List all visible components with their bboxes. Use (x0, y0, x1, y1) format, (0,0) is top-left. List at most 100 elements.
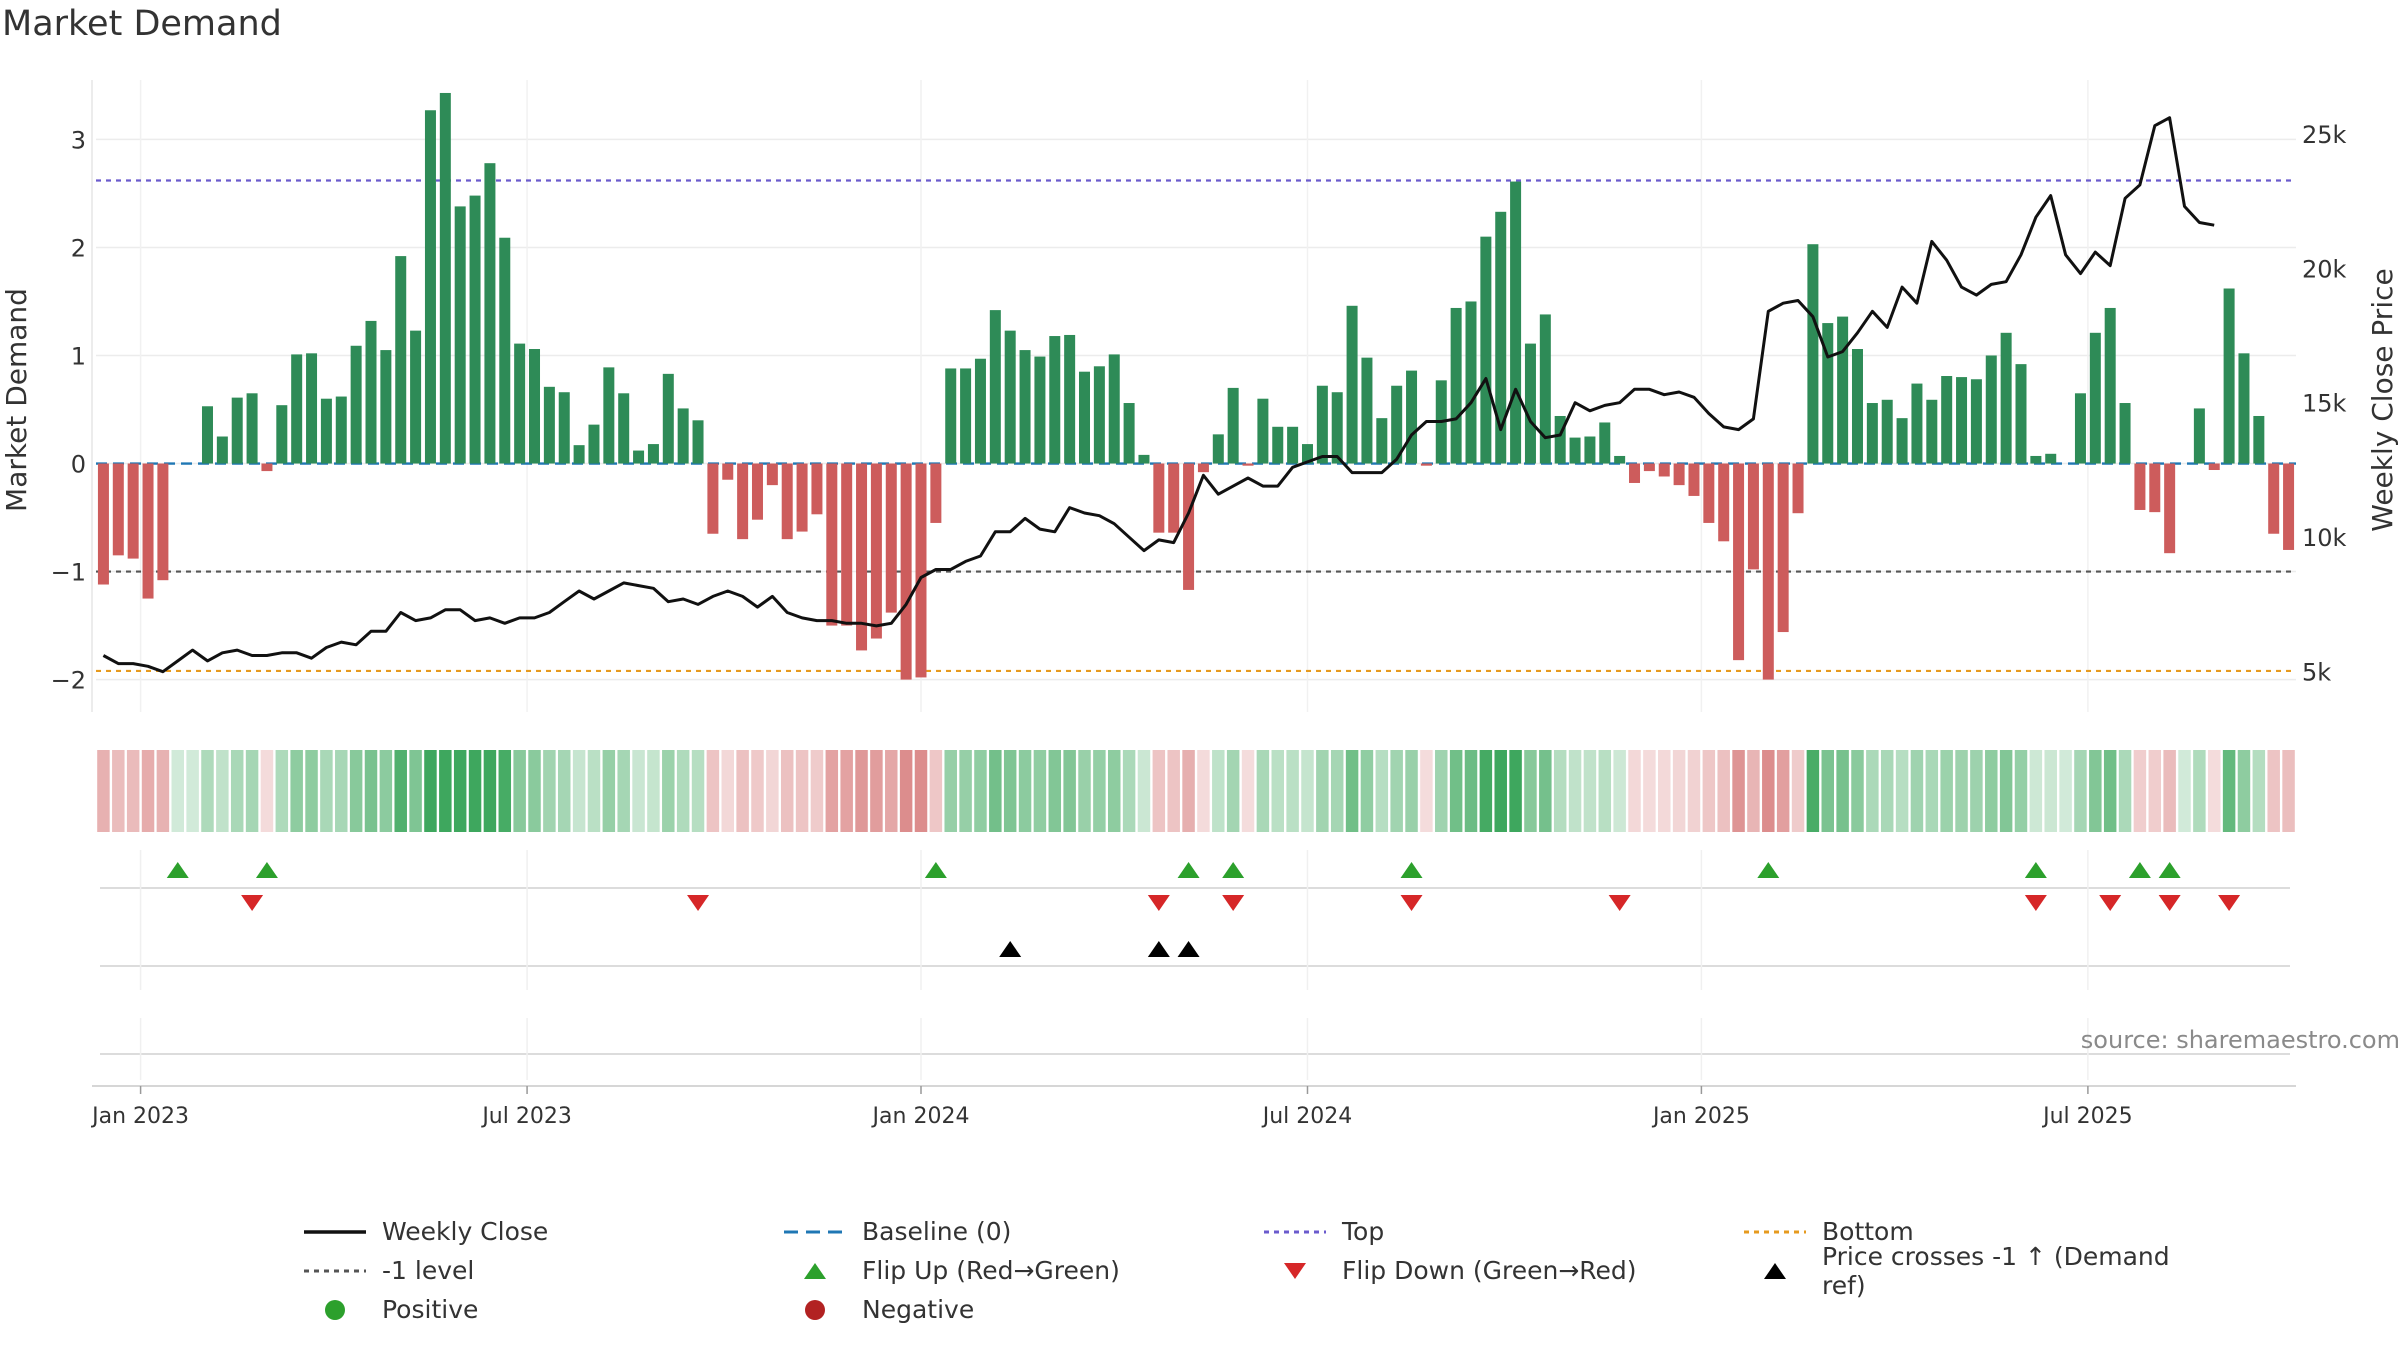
demand-bar-positive (1064, 334, 1076, 464)
demand-bar-positive (1956, 377, 1968, 464)
flip-up-marker (1757, 862, 1780, 878)
heat-cell (513, 750, 526, 832)
demand-bar-negative (781, 463, 793, 540)
legend-symbol-triangle-up (1764, 1262, 1786, 1279)
legend-symbol-triangle-down (1284, 1262, 1306, 1279)
heat-cell (810, 750, 824, 832)
heat-cell (1598, 750, 1612, 832)
legend-row: Positive Negative (300, 1290, 2250, 1329)
heat-cell (1895, 750, 1909, 832)
demand-bar-positive (1896, 418, 1908, 464)
price-cross-marker (1147, 941, 1170, 957)
heat-cell (1360, 750, 1374, 832)
heat-cell (171, 750, 184, 832)
demand-bar-positive (231, 397, 243, 464)
heat-cell (1093, 750, 1106, 832)
demand-bar-positive (1985, 355, 1997, 464)
heat-cell (1435, 750, 1448, 832)
demand-bar-positive (1926, 399, 1938, 464)
demand-bar-positive (306, 353, 318, 464)
heat-cell (899, 750, 913, 832)
demand-bar-negative (930, 463, 942, 523)
demand-bar-negative (826, 463, 838, 626)
demand-bar-positive (1376, 418, 1388, 464)
demand-bar-positive (2030, 455, 2042, 464)
legend-label: Negative (862, 1295, 975, 1324)
demand-bar-positive (1227, 387, 1239, 464)
heat-cell (1658, 750, 1671, 832)
heat-cell (1494, 750, 1507, 832)
heat-cell (840, 750, 853, 832)
heat-cell (558, 750, 571, 832)
heat-cell (1316, 750, 1329, 832)
heat-cell (795, 750, 809, 832)
heat-cell (2148, 750, 2162, 832)
y-tick-label: −1 (51, 559, 86, 587)
legend-item: Weekly Close (300, 1217, 780, 1246)
heat-cell (409, 750, 422, 832)
demand-bar-negative (1168, 463, 1180, 533)
demand-bar-positive (692, 420, 704, 464)
demand-bar-negative (261, 463, 273, 472)
heat-cell (1152, 750, 1166, 832)
demand-bar-positive (395, 256, 407, 464)
heat-cell (1791, 750, 1805, 832)
demand-bar-negative (112, 463, 124, 556)
demand-bar-negative (1762, 463, 1774, 680)
heat-cell (379, 750, 393, 832)
demand-bar-positive (1079, 371, 1091, 464)
demand-bar-positive (410, 330, 422, 464)
demand-bar-negative (1242, 463, 1254, 466)
heat-cell (349, 750, 363, 832)
legend-row: -1 level Flip Up (Red→Green) Flip Down (Gr… (300, 1242, 2250, 1300)
flip-down-marker (1608, 895, 1631, 911)
demand-bar-positive (945, 368, 957, 464)
heat-cell (2252, 750, 2266, 832)
heat-cell (320, 750, 333, 832)
heat-cell (1449, 750, 1463, 832)
price-cross-marker (999, 941, 1022, 957)
y-tick-label: −2 (51, 667, 86, 695)
heat-cell (691, 750, 705, 832)
demand-bar-positive (320, 398, 332, 464)
demand-bar-negative (900, 463, 912, 680)
heat-cell (1583, 750, 1597, 832)
heat-cell (1226, 750, 1240, 832)
demand-bar-negative (870, 463, 882, 639)
demand-bar-negative (751, 463, 763, 520)
heat-cell (617, 750, 630, 832)
demand-bar-negative (737, 463, 749, 540)
y2-tick-label: 10k (2302, 524, 2347, 552)
heat-cell (2237, 750, 2251, 832)
flip-up-marker (924, 862, 947, 878)
legend-symbol-dot (325, 1299, 345, 1320)
chart-title: Market Demand (2, 4, 282, 44)
x-tick-label: Jan 2024 (871, 1104, 970, 1129)
y-axis-title: Market Demand (0, 288, 33, 512)
heat-cell (453, 750, 467, 832)
heat-cell (2133, 750, 2147, 832)
demand-bar-negative (142, 463, 154, 599)
legend-item: Price crosses -1 ↑ (Demand ref) (1740, 1242, 2220, 1300)
heat-cell (230, 750, 244, 832)
demand-bar-positive (350, 345, 362, 464)
demand-bar-negative (1629, 463, 1641, 483)
demand-bar-positive (1510, 181, 1522, 464)
heat-cell (855, 750, 868, 832)
heat-cell (1672, 750, 1686, 832)
heat-cell (2103, 750, 2117, 832)
demand-bar-positive (677, 408, 689, 464)
heat-cell (1167, 750, 1180, 832)
heat-cell (97, 750, 110, 832)
heat-cell (1108, 750, 1121, 832)
flip-down-marker (1222, 895, 1245, 911)
demand-bar-positive (1301, 444, 1313, 464)
demand-bar-positive (647, 444, 659, 464)
heat-cell (1762, 750, 1775, 832)
demand-bars (97, 92, 2295, 680)
heat-cell (1553, 750, 1567, 832)
demand-bar-positive (1495, 211, 1507, 464)
heat-cell (974, 750, 987, 832)
demand-bar-negative (1197, 463, 1209, 473)
heat-cell (1212, 750, 1225, 832)
